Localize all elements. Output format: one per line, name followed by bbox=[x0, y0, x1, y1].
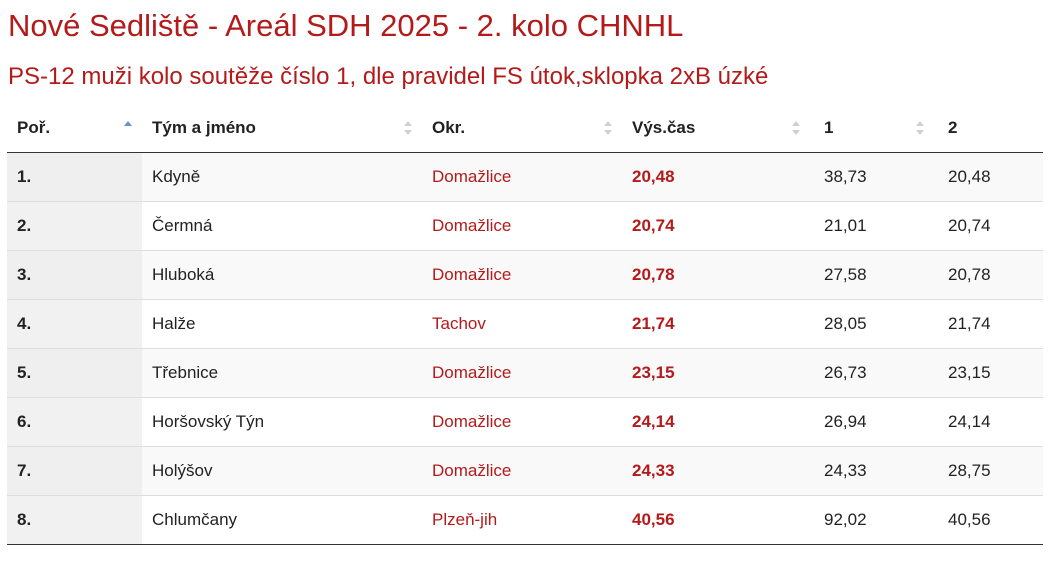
cell-run1: 24,33 bbox=[810, 446, 934, 496]
cell-run1: 27,58 bbox=[810, 250, 934, 300]
cell-team: Čermná bbox=[142, 201, 422, 251]
sort-icon bbox=[792, 121, 800, 135]
cell-rank: 4. bbox=[7, 299, 142, 349]
column-header-rank[interactable]: Poř. bbox=[7, 104, 142, 153]
cell-run1: 26,94 bbox=[810, 397, 934, 447]
sort-icon bbox=[404, 121, 412, 135]
column-header-result[interactable]: Výs.čas bbox=[622, 104, 810, 153]
cell-team: Halže bbox=[142, 299, 422, 349]
cell-district: Domažlice bbox=[422, 250, 622, 300]
cell-result: 20,48 bbox=[622, 152, 810, 202]
cell-district: Tachov bbox=[422, 299, 622, 349]
cell-result: 40,56 bbox=[622, 495, 810, 545]
column-header-label: 1 bbox=[824, 118, 834, 137]
table-row: 1. Kdyně Domažlice 20,48 38,73 20,48 bbox=[7, 152, 1043, 202]
page-title: Nové Sedliště - Areál SDH 2025 - 2. kolo… bbox=[8, 8, 684, 43]
cell-run2: 20,78 bbox=[934, 250, 1043, 300]
cell-rank: 1. bbox=[7, 152, 142, 202]
cell-run1: 26,73 bbox=[810, 348, 934, 398]
cell-run2: 20,74 bbox=[934, 201, 1043, 251]
cell-run2: 28,75 bbox=[934, 446, 1043, 496]
cell-run1: 28,05 bbox=[810, 299, 934, 349]
cell-team: Hluboká bbox=[142, 250, 422, 300]
table-row: 6. Horšovský Týn Domažlice 24,14 26,94 2… bbox=[7, 397, 1043, 447]
column-header-label: Tým a jméno bbox=[152, 118, 256, 137]
sort-icon bbox=[604, 121, 612, 135]
column-header-label: Okr. bbox=[432, 118, 466, 137]
cell-result: 21,74 bbox=[622, 299, 810, 349]
page-subtitle: PS-12 muži kolo soutěže číslo 1, dle pra… bbox=[8, 63, 769, 90]
cell-team: Chlumčany bbox=[142, 495, 422, 545]
cell-team: Holýšov bbox=[142, 446, 422, 496]
column-header-district[interactable]: Okr. bbox=[422, 104, 622, 153]
column-header-label: Výs.čas bbox=[632, 118, 696, 137]
cell-rank: 7. bbox=[7, 446, 142, 496]
cell-run2: 21,74 bbox=[934, 299, 1043, 349]
cell-team: Třebnice bbox=[142, 348, 422, 398]
table-row: 5. Třebnice Domažlice 23,15 26,73 23,15 bbox=[7, 348, 1043, 398]
sort-icon bbox=[916, 121, 924, 135]
cell-district: Plzeň-jih bbox=[422, 495, 622, 545]
results-table: Poř. Tým a jméno Okr. Výs.čas 1 bbox=[7, 104, 1043, 545]
column-header-run2[interactable]: 2 bbox=[934, 104, 1043, 153]
column-header-label: Poř. bbox=[17, 118, 51, 137]
cell-district: Domažlice bbox=[422, 446, 622, 496]
table-row: 3. Hluboká Domažlice 20,78 27,58 20,78 bbox=[7, 250, 1043, 300]
cell-district: Domažlice bbox=[422, 397, 622, 447]
cell-result: 20,74 bbox=[622, 201, 810, 251]
cell-run1: 38,73 bbox=[810, 152, 934, 202]
cell-team: Kdyně bbox=[142, 152, 422, 202]
cell-result: 23,15 bbox=[622, 348, 810, 398]
column-header-run1[interactable]: 1 bbox=[810, 104, 934, 153]
cell-run2: 40,56 bbox=[934, 495, 1043, 545]
cell-rank: 5. bbox=[7, 348, 142, 398]
cell-result: 24,14 bbox=[622, 397, 810, 447]
cell-district: Domažlice bbox=[422, 152, 622, 202]
table-row: 2. Čermná Domažlice 20,74 21,01 20,74 bbox=[7, 201, 1043, 251]
cell-district: Domažlice bbox=[422, 348, 622, 398]
sort-ascending-icon bbox=[124, 121, 132, 135]
column-header-team[interactable]: Tým a jméno bbox=[142, 104, 422, 153]
cell-result: 20,78 bbox=[622, 250, 810, 300]
table-row: 4. Halže Tachov 21,74 28,05 21,74 bbox=[7, 299, 1043, 349]
table-row: 7. Holýšov Domažlice 24,33 24,33 28,75 bbox=[7, 446, 1043, 496]
cell-run2: 24,14 bbox=[934, 397, 1043, 447]
cell-run2: 23,15 bbox=[934, 348, 1043, 398]
cell-rank: 2. bbox=[7, 201, 142, 251]
cell-run1: 21,01 bbox=[810, 201, 934, 251]
cell-result: 24,33 bbox=[622, 446, 810, 496]
cell-rank: 3. bbox=[7, 250, 142, 300]
column-header-label: 2 bbox=[948, 118, 958, 137]
cell-rank: 6. bbox=[7, 397, 142, 447]
cell-team: Horšovský Týn bbox=[142, 397, 422, 447]
table-header-row: Poř. Tým a jméno Okr. Výs.čas 1 bbox=[7, 104, 1043, 153]
cell-run1: 92,02 bbox=[810, 495, 934, 545]
cell-rank: 8. bbox=[7, 495, 142, 545]
table-row: 8. Chlumčany Plzeň-jih 40,56 92,02 40,56 bbox=[7, 495, 1043, 545]
cell-run2: 20,48 bbox=[934, 152, 1043, 202]
cell-district: Domažlice bbox=[422, 201, 622, 251]
